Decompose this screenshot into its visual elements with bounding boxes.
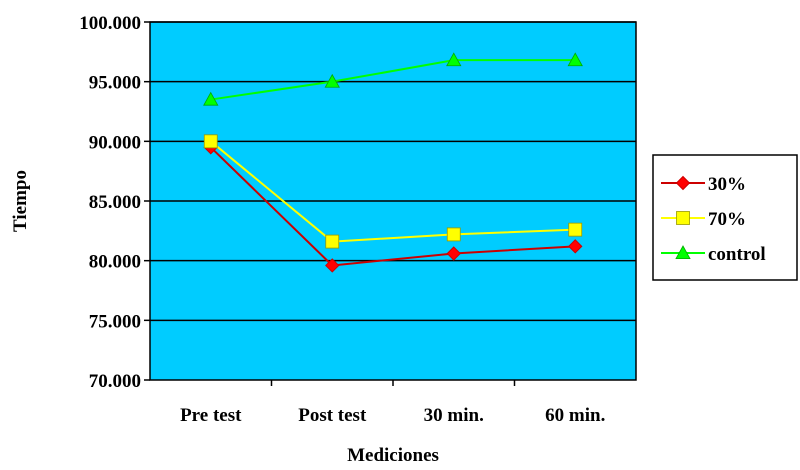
x-tick-label: Post test	[298, 405, 367, 426]
data-point-30%	[446, 246, 461, 261]
y-axis-title: Tiempo	[10, 170, 31, 232]
legend-marker-control	[675, 245, 691, 260]
y-tick-label: 85.000	[89, 192, 141, 213]
data-point-control	[446, 52, 462, 67]
y-axis: 70.000 75.000 80.000 85.000 90.000 95.000 100.…	[79, 13, 150, 392]
gridlines	[150, 21, 636, 322]
legend-marker-30%	[675, 175, 691, 191]
data-point-70%	[568, 222, 583, 237]
data-point-70%	[446, 227, 461, 242]
x-axis: Pre test Post test 30 min. 60 min.	[180, 380, 605, 426]
series-group	[203, 52, 583, 273]
data-point-30%	[325, 258, 340, 273]
data-point-control	[567, 52, 583, 67]
data-point-control	[203, 91, 219, 106]
data-point-70%	[325, 234, 340, 249]
x-tick-label: Pre test	[180, 405, 242, 426]
series-line-control	[210, 59, 576, 101]
series-line-70%	[210, 140, 576, 243]
y-tick-label: 80.000	[89, 252, 141, 273]
legend-marker-70%	[676, 211, 690, 225]
series-line-30%	[210, 146, 576, 267]
y-tick-label: 90.000	[89, 132, 141, 153]
legend-label: 30%	[708, 174, 746, 195]
x-axis-title: Mediciones	[347, 445, 439, 466]
legend-label: 70%	[708, 209, 746, 230]
data-point-70%	[203, 134, 218, 149]
x-tick-label: 60 min.	[545, 405, 605, 426]
x-tick-label: 30 min.	[424, 405, 484, 426]
y-tick-label: 100.000	[79, 13, 141, 34]
legend: 30% 70% control	[652, 154, 798, 281]
legend-label: control	[708, 244, 766, 265]
y-tick-label: 75.000	[89, 311, 141, 332]
data-point-30%	[568, 239, 583, 254]
y-tick-label: 95.000	[89, 73, 141, 94]
y-tick-label: 70.000	[89, 371, 141, 392]
data-point-control	[324, 73, 340, 88]
